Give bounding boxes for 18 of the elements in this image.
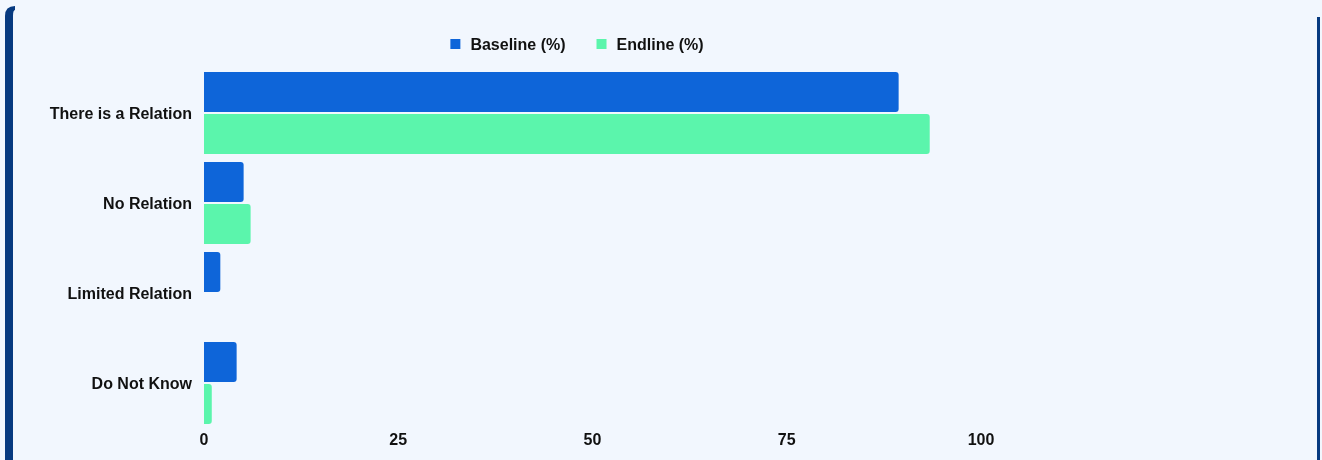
y-tick-label: Limited Relation bbox=[67, 284, 192, 302]
x-tick-label: 75 bbox=[777, 430, 796, 448]
bar bbox=[204, 342, 237, 382]
x-tick-label: 100 bbox=[967, 430, 995, 448]
x-tick-label: 50 bbox=[583, 430, 602, 448]
bar bbox=[204, 252, 221, 292]
x-tick-label: 25 bbox=[389, 430, 408, 448]
y-tick-label: No Relation bbox=[103, 194, 192, 212]
legend-label: Endline (%) bbox=[616, 35, 704, 53]
x-tick-label: 0 bbox=[199, 430, 209, 448]
bar bbox=[204, 72, 899, 112]
y-tick-label: Do Not Know bbox=[91, 374, 193, 392]
y-tick-label: There is a Relation bbox=[49, 104, 192, 122]
legend-label: Baseline (%) bbox=[470, 35, 566, 53]
bar bbox=[204, 204, 251, 244]
bar bbox=[204, 384, 212, 424]
bar bbox=[204, 114, 930, 154]
bar bbox=[204, 162, 244, 202]
